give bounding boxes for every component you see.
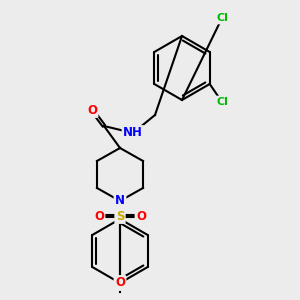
Text: Cl: Cl (216, 13, 228, 23)
Text: NH: NH (123, 127, 143, 140)
Text: S: S (116, 209, 124, 223)
Text: N: N (115, 194, 125, 208)
Text: O: O (115, 277, 125, 290)
Text: O: O (136, 209, 146, 223)
Text: O: O (87, 103, 97, 116)
Text: Cl: Cl (216, 97, 228, 107)
Text: O: O (94, 209, 104, 223)
